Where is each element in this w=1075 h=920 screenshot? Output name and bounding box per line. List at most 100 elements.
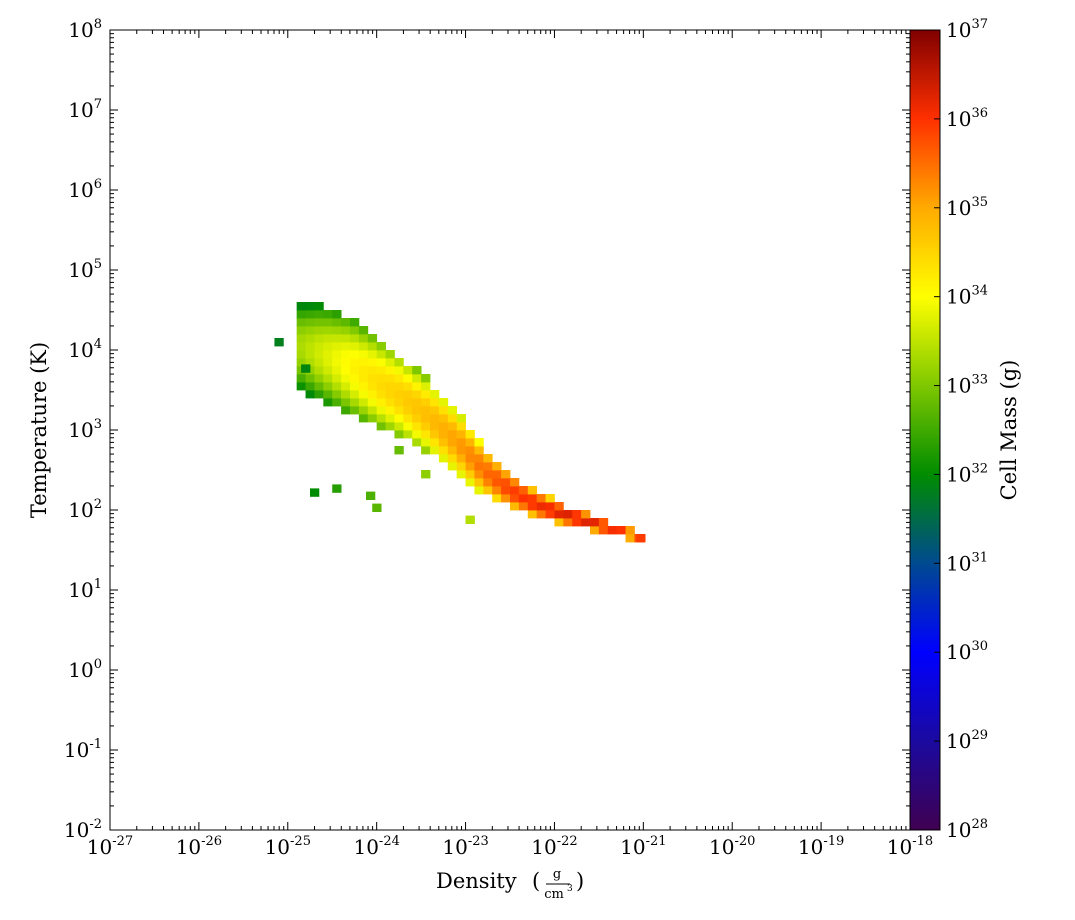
- heatmap-cell: [438, 406, 449, 415]
- heatmap-cell: [296, 382, 306, 391]
- x-axis: 10-27 10-26 10-25 10-24 10-23 10-22 10-21 10-20…: [87, 30, 933, 859]
- plot-background: [110, 30, 910, 830]
- heatmap-cell: [367, 350, 378, 359]
- heatmap-cell: [518, 502, 529, 511]
- heatmap-cell: [332, 358, 342, 367]
- heatmap-cell: [376, 406, 386, 415]
- y-tick-label: 108: [68, 17, 102, 42]
- heatmap-cell: [412, 430, 422, 439]
- heatmap-cell: [305, 302, 315, 311]
- heatmap-cell: [554, 518, 564, 527]
- heatmap-cell: [323, 358, 333, 367]
- x-axis-unit-close-paren: ): [576, 869, 584, 893]
- heatmap-cell: [447, 406, 458, 415]
- heatmap-cell: [607, 526, 618, 535]
- heatmap-cell: [385, 406, 395, 415]
- heatmap-cell: [296, 358, 306, 367]
- heatmap-cell: [341, 318, 351, 327]
- heatmap-cell: [527, 510, 538, 519]
- heatmap-cell: [358, 366, 369, 375]
- heatmap-cell: [394, 374, 404, 383]
- heatmap-cell: [376, 342, 386, 351]
- heatmap-cell: [501, 478, 511, 487]
- heatmap-cell: [323, 366, 333, 375]
- heatmap-cell: [332, 326, 342, 335]
- heatmap-cell: [394, 358, 404, 367]
- heatmap-cell: [376, 398, 386, 407]
- heatmap-cell: [314, 326, 324, 335]
- heatmap-cell: [350, 390, 360, 399]
- heatmap-cell: [296, 342, 306, 351]
- heatmap-cell: [350, 334, 360, 343]
- heatmap-cell: [305, 382, 315, 391]
- y-tick-label: 10-1: [64, 737, 102, 762]
- heatmap-cell: [412, 406, 422, 415]
- heatmap-cell: [483, 454, 493, 463]
- heatmap-cell: [572, 518, 582, 527]
- x-tick-label: 10-18: [887, 834, 933, 859]
- heatmap-cell: [412, 366, 422, 375]
- heatmap-cell: [438, 430, 449, 439]
- heatmap-cell: [358, 358, 369, 367]
- heatmap-cell: [367, 374, 378, 383]
- heatmap-cell: [341, 350, 351, 359]
- heatmap-cell: [474, 462, 484, 471]
- colorbar-tick-label: 1037: [946, 17, 988, 42]
- y-tick-label: 101: [68, 577, 102, 602]
- x-axis-label: Density: [436, 869, 517, 893]
- heatmap-cell: [314, 342, 324, 351]
- heatmap-cell: [358, 398, 369, 407]
- heatmap-cell: [474, 486, 484, 495]
- heatmap-cell: [403, 422, 413, 431]
- heatmap-cell: [492, 470, 502, 479]
- heatmap-cell: [412, 414, 422, 423]
- heatmap-cell: [341, 358, 351, 367]
- heatmap-cell: [358, 342, 369, 351]
- heatmap-cell: [323, 374, 333, 383]
- heatmap-cell: [465, 430, 475, 439]
- heatmap-cell: [412, 382, 422, 391]
- y-tick-label: 10-2: [64, 817, 102, 842]
- heatmap-cell: [456, 462, 466, 471]
- heatmap-cell: [563, 518, 573, 527]
- heatmap-cell: [358, 406, 369, 415]
- heatmap-cell: [456, 470, 466, 479]
- heatmap-cell: [350, 342, 360, 351]
- heatmap-cell: [492, 462, 502, 471]
- heatmap-cell: [341, 334, 351, 343]
- heatmap-cell: [430, 414, 440, 423]
- heatmap-cell: [438, 446, 449, 455]
- heatmap-cell: [474, 454, 484, 463]
- heatmap-cell: [367, 390, 378, 399]
- heatmap-cell: [438, 414, 449, 423]
- heatmap-cell: [510, 486, 520, 495]
- heatmap-cell: [492, 478, 502, 487]
- heatmap-cell: [296, 302, 306, 311]
- heatmap-cell: [376, 382, 386, 391]
- heatmap-cell: [323, 350, 333, 359]
- heatmap-cell: [527, 486, 538, 495]
- heatmap-cell: [483, 462, 493, 471]
- heatmap-cell: [341, 366, 351, 375]
- heatmap-cell: [430, 422, 440, 431]
- heatmap-cell: [314, 310, 324, 319]
- heatmap-cell: [474, 446, 484, 455]
- heatmap-cell: [332, 334, 342, 343]
- heatmap-cell: [305, 390, 315, 399]
- heatmap-cell: [366, 491, 376, 500]
- heatmap-cell: [323, 318, 333, 327]
- heatmap-cell: [625, 534, 635, 543]
- heatmap-cell: [394, 446, 404, 455]
- heatmap-cell: [430, 390, 440, 399]
- heatmap-cell: [367, 342, 378, 351]
- heatmap-cell: [501, 494, 511, 503]
- heatmap-cell: [341, 398, 351, 407]
- heatmap-cell: [403, 382, 413, 391]
- x-tick-label: 10-21: [620, 834, 666, 859]
- heatmap-cell: [376, 366, 386, 375]
- y-tick-label: 102: [68, 497, 102, 522]
- colorbar-tick-label: 1036: [946, 106, 988, 131]
- x-tick-label: 10-27: [87, 834, 133, 859]
- heatmap-cell: [412, 422, 422, 431]
- heatmap-cell: [296, 318, 306, 327]
